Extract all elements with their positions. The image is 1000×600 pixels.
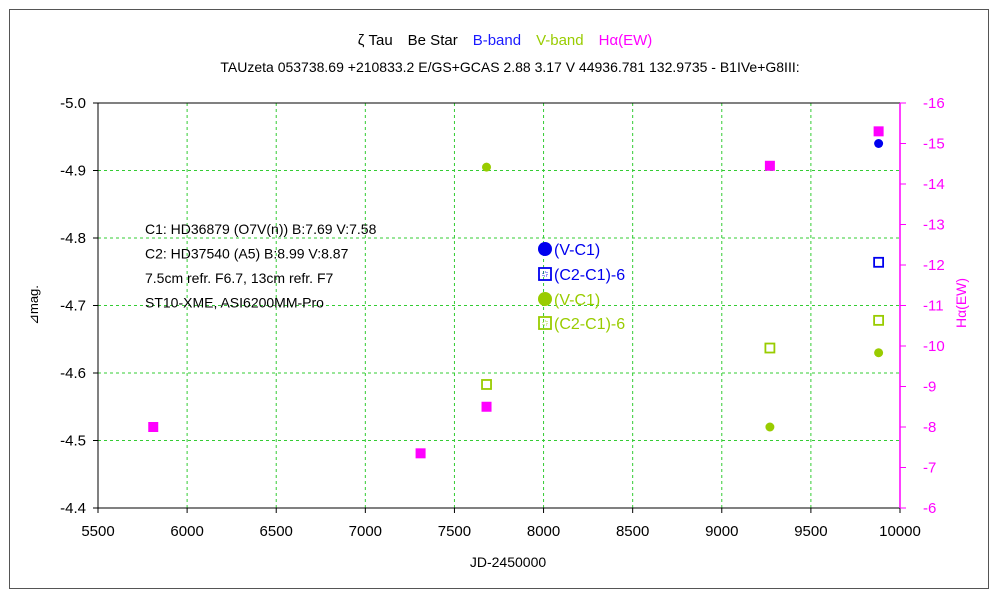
data-point <box>873 314 885 326</box>
data-point <box>482 162 492 172</box>
legend-marker <box>538 242 552 256</box>
data-point <box>148 422 159 432</box>
data-point <box>874 348 884 358</box>
chart-frame <box>9 9 989 589</box>
data-point <box>481 401 492 412</box>
x-tick-label: 10000 <box>879 523 921 540</box>
legend-marker <box>538 316 552 330</box>
legend-label: (V-C1) <box>554 242 600 259</box>
y-right-tick-label: -9 <box>923 379 936 396</box>
y-right-tick-label: -14 <box>923 176 945 193</box>
x-tick-label: 8000 <box>527 523 560 540</box>
annotation-block: C1: HD36879 (O7V(n)) B:7.69 V:7.58 C2: HD… <box>145 221 377 311</box>
y-axis-label-right: Hα(EW) <box>953 278 969 328</box>
legend-label: (C2-C1)-6 <box>554 267 625 284</box>
annotation-line: C2: HD37540 (A5) B:8.99 V:8.87 <box>145 246 349 262</box>
y-tick-label: -4.5 <box>60 433 86 450</box>
data-point <box>873 126 884 137</box>
y-tick-label: -4.6 <box>60 365 86 382</box>
annotation-line: 7.5cm refr. F6.7, 13cm refr. F7 <box>145 270 333 286</box>
data-point <box>874 139 884 148</box>
title-part: Be Star <box>393 32 458 49</box>
y-axis-label-left: ⊿mag. <box>26 285 41 325</box>
y-tick-label: -4.7 <box>60 298 86 315</box>
y-right-tick-label: -11 <box>923 298 944 315</box>
data-point <box>764 342 776 354</box>
data-point <box>765 422 775 432</box>
y-right-tick-label: -10 <box>923 338 945 355</box>
legend-label: (C2-C1)-6 <box>554 316 625 333</box>
y-tick-label: -5.0 <box>60 95 86 112</box>
y-right-tick-label: -15 <box>923 136 945 153</box>
chart-title: ζ Tau Be Star B-band V-band Hα(EW) <box>358 32 653 49</box>
legend-marker <box>538 267 552 281</box>
title-part: Hα(EW) <box>584 32 653 49</box>
data-point <box>873 256 885 268</box>
chart-subtitle: TAUzeta 053738.69 +210833.2 E/GS+GCAS 2.… <box>220 59 799 75</box>
x-tick-label: 5500 <box>81 523 114 540</box>
title-part: ζ Tau <box>358 32 393 49</box>
y-right-tick-label: -13 <box>923 217 945 234</box>
y-right-tick-label: -6 <box>923 500 936 517</box>
y-tick-label: -4.4 <box>60 500 86 517</box>
title-part: B-band <box>458 32 521 49</box>
y-tick-label: -4.8 <box>60 230 86 247</box>
y-right-tick-label: -7 <box>923 460 936 477</box>
legend-marker-inner <box>542 271 548 277</box>
y-right-tick-label: -16 <box>923 95 945 112</box>
legend: (V-C1) (C2-C1)-6 (V-C1) (C2-C1)-6 <box>538 242 625 333</box>
x-tick-label: 6500 <box>260 523 293 540</box>
x-tick-label: 7000 <box>349 523 382 540</box>
data-point <box>764 160 775 171</box>
title-part: V-band <box>521 32 584 49</box>
axes: 5500 6000 6500 7000 7500 8000 8500 9000 9500 1000… <box>60 95 945 540</box>
y-right-tick-label: -12 <box>923 257 945 274</box>
y-right-tick-label: -8 <box>923 419 936 436</box>
x-tick-label: 9500 <box>794 523 827 540</box>
data-point <box>481 379 492 390</box>
y-tick-label: -4.9 <box>60 163 86 180</box>
x-tick-label: 6000 <box>170 523 203 540</box>
legend-marker <box>538 292 552 306</box>
data-points <box>148 126 885 459</box>
legend-marker-inner <box>542 320 548 326</box>
x-tick-label: 8500 <box>616 523 649 540</box>
annotation-line: C1: HD36879 (O7V(n)) B:7.69 V:7.58 <box>145 221 377 237</box>
legend-label: (V-C1) <box>554 292 600 309</box>
x-tick-label: 7500 <box>438 523 471 540</box>
data-point <box>415 448 426 459</box>
x-tick-label: 9000 <box>705 523 738 540</box>
annotation-line: ST10-XME, ASI6200MM-Pro <box>145 295 324 311</box>
x-axis-label: JD-2450000 <box>470 554 546 570</box>
